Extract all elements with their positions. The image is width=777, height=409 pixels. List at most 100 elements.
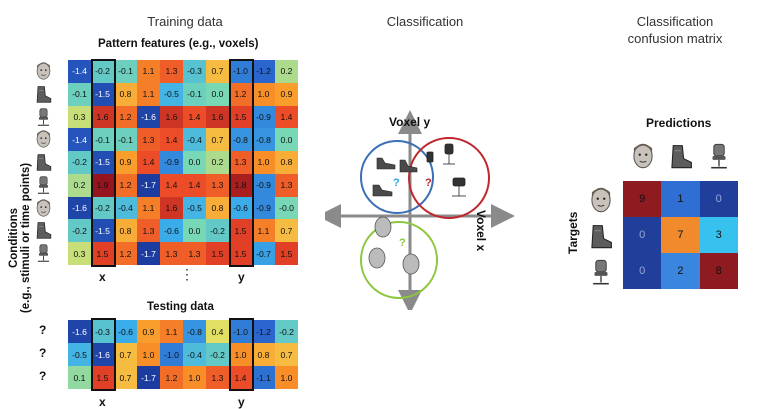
face-icon (630, 140, 656, 177)
chair-icon (706, 140, 732, 177)
matrix-cell: -0.5 (160, 82, 183, 106)
matrix-cell: 1.0 (229, 343, 252, 366)
training-matrix: -1.4 -0.2 -0.1 1.1 1.3 -0.3 0.7 -1.0 -1.2 0.2 -0.1… (68, 60, 298, 265)
matrix-cell: 1.2 (114, 242, 137, 265)
matrix-cell: 1.2 (160, 366, 183, 389)
boot-icon (372, 157, 418, 197)
matrix-cell: -0.9 (160, 151, 183, 174)
matrix-cell: 0.8 (252, 343, 275, 366)
question-red: ? (425, 177, 432, 189)
matrix-cell: 1.5 (206, 242, 229, 265)
matrix-cell: 1.5 (275, 242, 298, 265)
matrix-cell: 1.5 (229, 242, 252, 265)
matrix-cell: 1.0 (275, 366, 298, 389)
matrix-cell: -1.7 (137, 242, 160, 265)
matrix-cell: -0.2 (91, 196, 114, 220)
matrix-cell: -0.5 (183, 196, 206, 220)
matrix-cell: 1.1 (137, 82, 160, 106)
matrix-cell: -0.8 (183, 320, 206, 343)
matrix-cell: 1.3 (183, 242, 206, 265)
matrix-cell: -0.2 (275, 320, 298, 343)
matrix-cell: -0.2 (68, 151, 91, 174)
matrix-cell: 1.4 (160, 173, 183, 197)
targets-label: Targets (566, 211, 580, 254)
face-icon (34, 128, 53, 155)
matrix-cell: -1.1 (252, 366, 275, 389)
matrix-cell: -0.3 (91, 320, 114, 343)
confusion-title-line1: Classification (636, 14, 714, 29)
matrix-cell: 1.4 (137, 151, 160, 174)
training-x-column-highlight (91, 59, 116, 267)
matrix-cell: 0.2 (275, 60, 298, 83)
confusion-cell: 7 (661, 217, 700, 253)
matrix-cell: -0.2 (91, 60, 114, 83)
matrix-cell: 0.7 (206, 60, 229, 83)
matrix-cell: 1.8 (229, 173, 252, 197)
matrix-cell: 0.8 (114, 82, 137, 106)
matrix-cell: 1.4 (160, 128, 183, 152)
confusion-cell: 2 (661, 253, 700, 289)
matrix-cell: 1.3 (229, 151, 252, 174)
question-green: ? (399, 237, 406, 249)
face-icon (34, 60, 53, 87)
boot-icon (34, 151, 53, 178)
matrix-cell: -0.9 (252, 196, 275, 220)
matrix-cell: -1.6 (68, 196, 91, 220)
confusion-cell: 1 (661, 181, 700, 217)
matrix-cell: 0.7 (275, 343, 298, 366)
matrix-cell: 0.7 (114, 343, 137, 366)
matrix-cell: -0.1 (183, 82, 206, 106)
matrix-cell: -1.5 (91, 151, 114, 174)
matrix-cell: -0.6 (114, 320, 137, 343)
matrix-cell: -1.4 (68, 60, 91, 83)
matrix-cell: 0.0 (206, 82, 229, 106)
voxel-x-label: Voxel x (474, 210, 488, 252)
matrix-cell: -0.7 (252, 242, 275, 265)
matrix-cell: 1.4 (275, 105, 298, 129)
face-icon (34, 197, 53, 224)
training-x-label: x (99, 270, 106, 284)
question-blue: ? (393, 177, 400, 189)
chair-cluster-circle (408, 137, 490, 219)
matrix-cell: 1.3 (275, 173, 298, 197)
matrix-cell: 1.3 (206, 173, 229, 197)
boot-icon (34, 83, 53, 110)
testing-x-column-highlight (91, 318, 116, 391)
matrix-cell: -0.6 (229, 196, 252, 220)
matrix-cell: -0.1 (114, 60, 137, 83)
matrix-cell: -1.0 (160, 343, 183, 366)
matrix-cell: 1.0 (183, 366, 206, 389)
confusion-cell: 9 (623, 181, 662, 217)
chair-icon (34, 174, 53, 201)
matrix-cell: -0.9 (252, 173, 275, 197)
matrix-cell: 1.6 (160, 196, 183, 220)
chair-icon (34, 106, 53, 133)
testing-matrix: -1.6 -0.3 -0.6 0.9 1.1 -0.8 0.4 -1.0 -1.2 -0.2 -0.… (68, 320, 298, 389)
matrix-cell: 1.5 (229, 105, 252, 129)
matrix-cell: 0.8 (206, 196, 229, 220)
boot-icon (668, 140, 694, 177)
matrix-cell: 0.7 (275, 219, 298, 243)
matrix-cell: 1.6 (206, 105, 229, 129)
predictions-label: Predictions (646, 116, 712, 130)
testing-y-column-highlight (229, 318, 254, 391)
chair-icon (588, 256, 614, 293)
confusion-cell: 0 (623, 217, 662, 253)
matrix-cell: 1.5 (91, 366, 114, 389)
matrix-cell: -0.4 (114, 196, 137, 220)
matrix-cell: 1.3 (160, 60, 183, 83)
confusion-cell: 0 (623, 253, 662, 289)
matrix-cell: -0.1 (68, 82, 91, 106)
matrix-cell: 0.4 (206, 320, 229, 343)
matrix-cell: -1.7 (137, 173, 160, 197)
conditions-label: Conditions (e.g., stimuli or time points… (8, 162, 32, 314)
matrix-cell: 0.9 (275, 82, 298, 106)
chair-icon (34, 242, 53, 269)
matrix-cell: -1.7 (137, 366, 160, 389)
matrix-cell: 0.7 (114, 366, 137, 389)
training-y-label: y (238, 270, 245, 284)
unknown-condition-mark: ? (39, 323, 47, 337)
matrix-cell: -0.2 (206, 219, 229, 243)
face-icon (588, 184, 614, 221)
